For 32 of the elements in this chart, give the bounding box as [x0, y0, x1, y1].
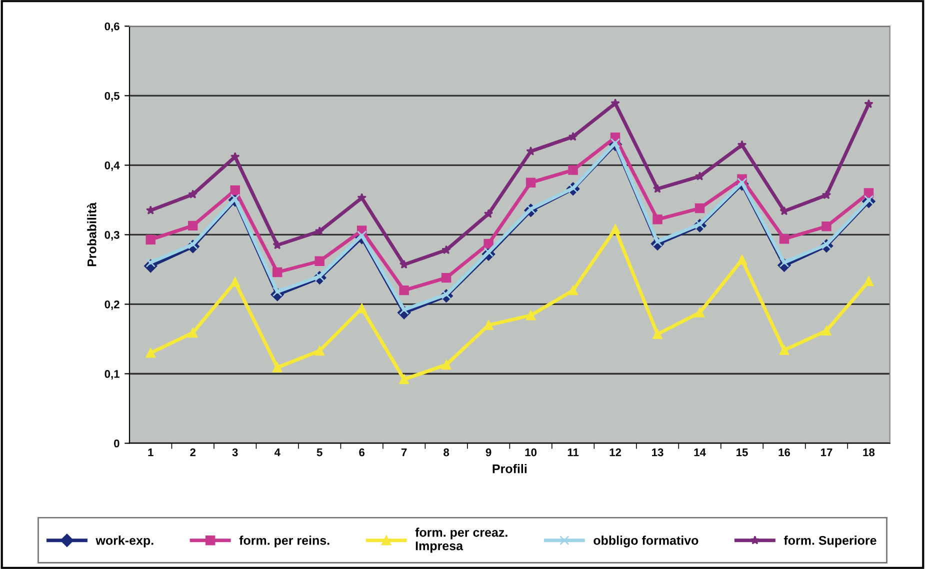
y-tick-label: 0,1 [104, 370, 120, 380]
x-tick-label: 7 [401, 448, 407, 456]
x-tick-label: 3 [232, 448, 238, 456]
legend-label: form. Superiore [784, 536, 876, 548]
y-tick-label: 0,4 [104, 161, 120, 171]
y-tick-label: 0 [114, 440, 120, 448]
x-tick-label: 2 [190, 448, 196, 456]
x-tick-label: 10 [525, 448, 537, 456]
x-tick-label: 13 [652, 448, 664, 456]
x-tick-label: 5 [316, 448, 322, 456]
x-tick-label: 17 [821, 448, 832, 456]
y-axis-title: Probabilità [87, 202, 96, 266]
legend-label: form. per creaz. Impresa [415, 528, 508, 553]
x-tick-label: 1 [148, 448, 154, 456]
legend-label: form. per reins. [239, 536, 330, 548]
x-tick-label: 16 [778, 448, 790, 456]
x-tick-label: 8 [444, 448, 450, 456]
x-tick-label: 6 [359, 448, 365, 456]
x-tick-label: 14 [694, 448, 706, 456]
y-tick-label: 0,6 [104, 22, 120, 32]
x-tick-label: 11 [568, 448, 579, 456]
y-tick-label: 0,5 [104, 92, 120, 102]
x-axis-title: Profili [492, 464, 526, 474]
x-tick-label: 9 [486, 448, 492, 456]
x-tick-label: 15 [736, 448, 748, 456]
x-tick-label: 18 [863, 448, 875, 456]
y-tick-label: 0,3 [104, 230, 120, 240]
y-tick-label: 0,2 [104, 300, 120, 310]
legend-label: work-exp. [96, 536, 154, 548]
x-tick-label: 12 [610, 448, 622, 456]
x-tick-label: 4 [274, 448, 280, 456]
legend-label: obbligo formativo [594, 536, 698, 548]
